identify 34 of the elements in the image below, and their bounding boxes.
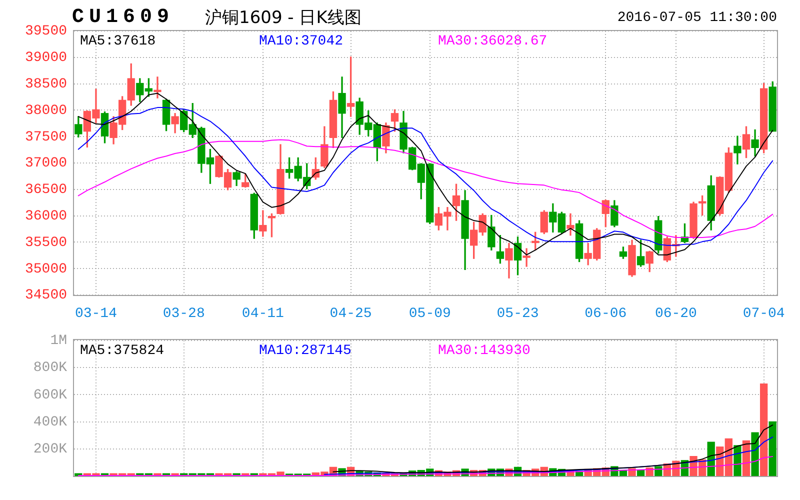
x-tick-label: 03-14 [74, 306, 117, 322]
y-tick-label: 36000 [24, 208, 67, 225]
y-tick-label: 800K [33, 360, 68, 376]
x-tick-label: 05-09 [408, 306, 451, 322]
y-tick-label: 38500 [24, 76, 67, 93]
x-tick-label: 06-20 [654, 306, 697, 322]
y-tick-label: 38000 [24, 102, 67, 119]
y-tick-label: 200K [33, 442, 68, 458]
text: MA10:287145 [258, 343, 352, 360]
x-tick-label: 05-23 [496, 306, 539, 322]
x-tick-label: 06-06 [584, 306, 627, 322]
x-tick-label: 07-04 [742, 306, 785, 322]
text: MA30:36028.67 [438, 34, 548, 50]
text: MA30:143930 [438, 343, 530, 360]
chart-title: CU1609 [72, 6, 174, 29]
y-tick-label: 39000 [24, 50, 67, 66]
text: MA10:37042 [258, 34, 343, 50]
chart-subtitle: 沪铜1609 - 日K线图 [205, 7, 362, 29]
y-tick-label: 1M [50, 333, 67, 350]
text: MA5:375824 [80, 343, 164, 360]
y-tick-label: 39500 [24, 24, 67, 40]
y-tick-label: 37500 [24, 129, 67, 146]
x-tick-label: 03-28 [162, 306, 205, 322]
text: 2016-07-05 11:30:00 [617, 9, 777, 28]
y-tick-label: 400K [33, 414, 68, 430]
y-tick-label: 37000 [24, 156, 67, 172]
x-tick-label: 04-11 [242, 306, 284, 322]
y-tick-label: 600K [33, 387, 68, 404]
y-tick-label: 34500 [24, 288, 67, 304]
x-tick-label: 04-25 [330, 306, 372, 322]
text: MA5:37618 [80, 34, 156, 50]
y-tick-label: 35500 [24, 234, 67, 251]
y-tick-label: 36500 [24, 182, 67, 198]
y-tick-label: 35000 [24, 261, 67, 278]
